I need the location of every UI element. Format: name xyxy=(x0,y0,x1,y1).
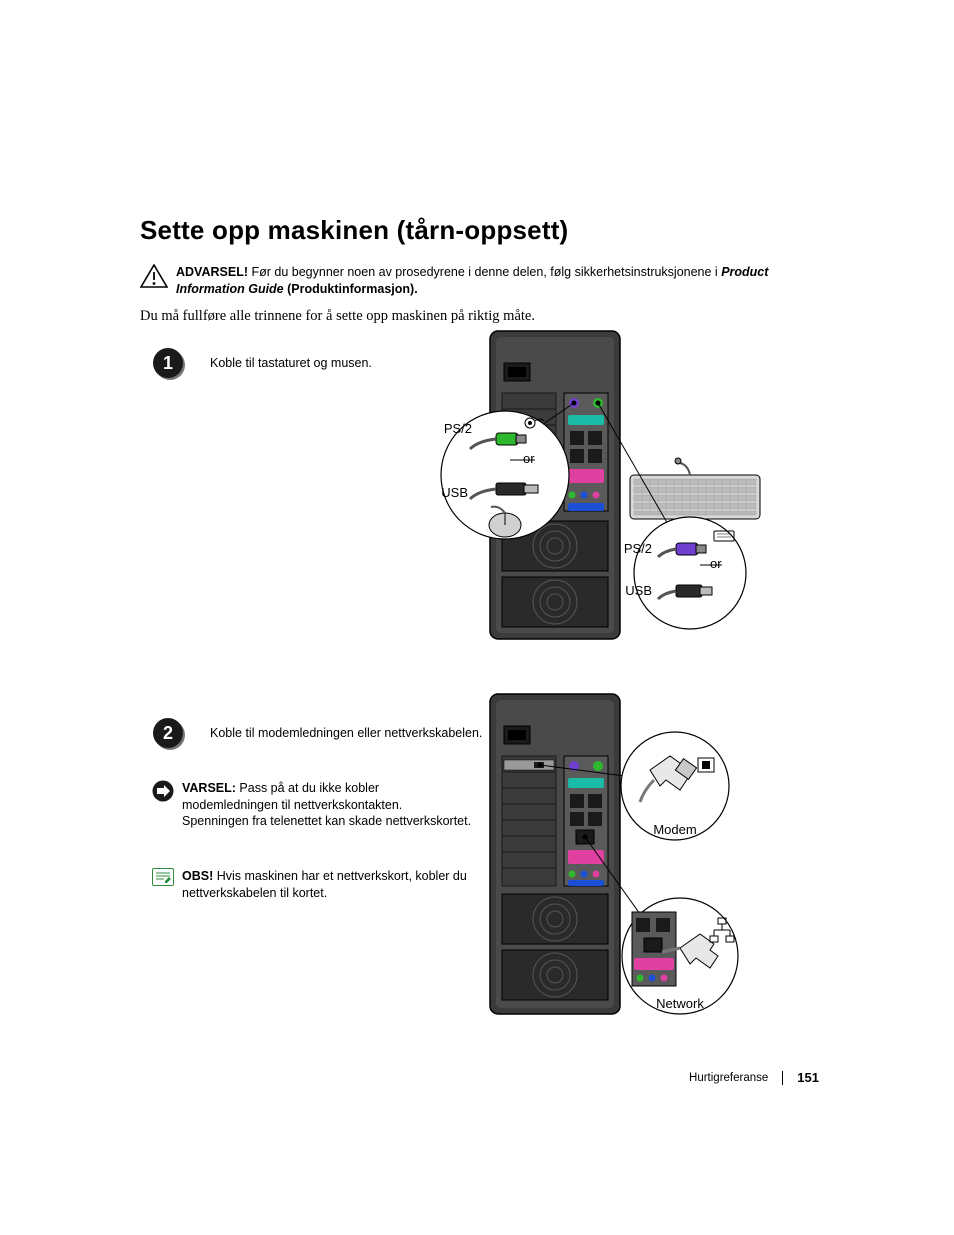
notice-arrow-icon xyxy=(152,780,174,802)
svg-text:2: 2 xyxy=(163,723,173,743)
figure-1-illustration: PS/2 or USB xyxy=(430,325,810,655)
notice-block: VARSEL: Pass på at du ikke kobler modeml… xyxy=(152,780,472,831)
note-body: Hvis maskinen har et nettverkskort, kobl… xyxy=(182,869,467,900)
warning-text: ADVARSEL! Før du begynner noen av prosed… xyxy=(176,264,820,298)
label-network: Network xyxy=(656,996,704,1011)
warning-triangle-icon xyxy=(140,264,168,288)
label-usb-left: USB xyxy=(441,485,468,500)
label-ps2-left: PS/2 xyxy=(444,421,472,436)
label-or-left: or xyxy=(523,451,535,466)
notice-text: VARSEL: Pass på at du ikke kobler modeml… xyxy=(182,780,472,831)
warning-label: ADVARSEL! xyxy=(176,265,248,279)
label-modem: Modem xyxy=(653,822,696,837)
intro-text: Du må fullføre alle trinnene for å sette… xyxy=(140,308,820,325)
step-1-badge-icon: 1 xyxy=(152,347,186,381)
page-footer: Hurtigreferanse 151 xyxy=(689,1070,819,1085)
warning-text-1: Før du begynner noen av prosedyrene i de… xyxy=(248,265,721,279)
note-text: OBS! Hvis maskinen har et nettverkskort,… xyxy=(182,868,472,902)
step-2-badge-icon: 2 xyxy=(152,717,186,751)
label-or-right: or xyxy=(710,556,722,571)
footer-section: Hurtigreferanse xyxy=(689,1072,768,1084)
figure-2-illustration: Modem Net xyxy=(480,688,780,1038)
note-block: OBS! Hvis maskinen har et nettverkskort,… xyxy=(152,868,472,902)
label-usb-right: USB xyxy=(625,583,652,598)
label-ps2-right: PS/2 xyxy=(624,541,652,556)
warning-block: ADVARSEL! Før du begynner noen av prosed… xyxy=(140,264,820,298)
footer-page-number: 151 xyxy=(797,1070,819,1085)
footer-separator-icon xyxy=(782,1071,783,1085)
warning-text-2: (Produktinformasjon). xyxy=(284,282,418,296)
keyboard-icon xyxy=(630,458,760,519)
notice-label: VARSEL: xyxy=(182,781,236,795)
page-heading: Sette opp maskinen (tårn-oppsett) xyxy=(140,215,820,246)
note-pencil-icon xyxy=(152,868,174,886)
svg-text:1: 1 xyxy=(163,353,173,373)
tower-icon xyxy=(490,694,620,1014)
note-label: OBS! xyxy=(182,869,213,883)
